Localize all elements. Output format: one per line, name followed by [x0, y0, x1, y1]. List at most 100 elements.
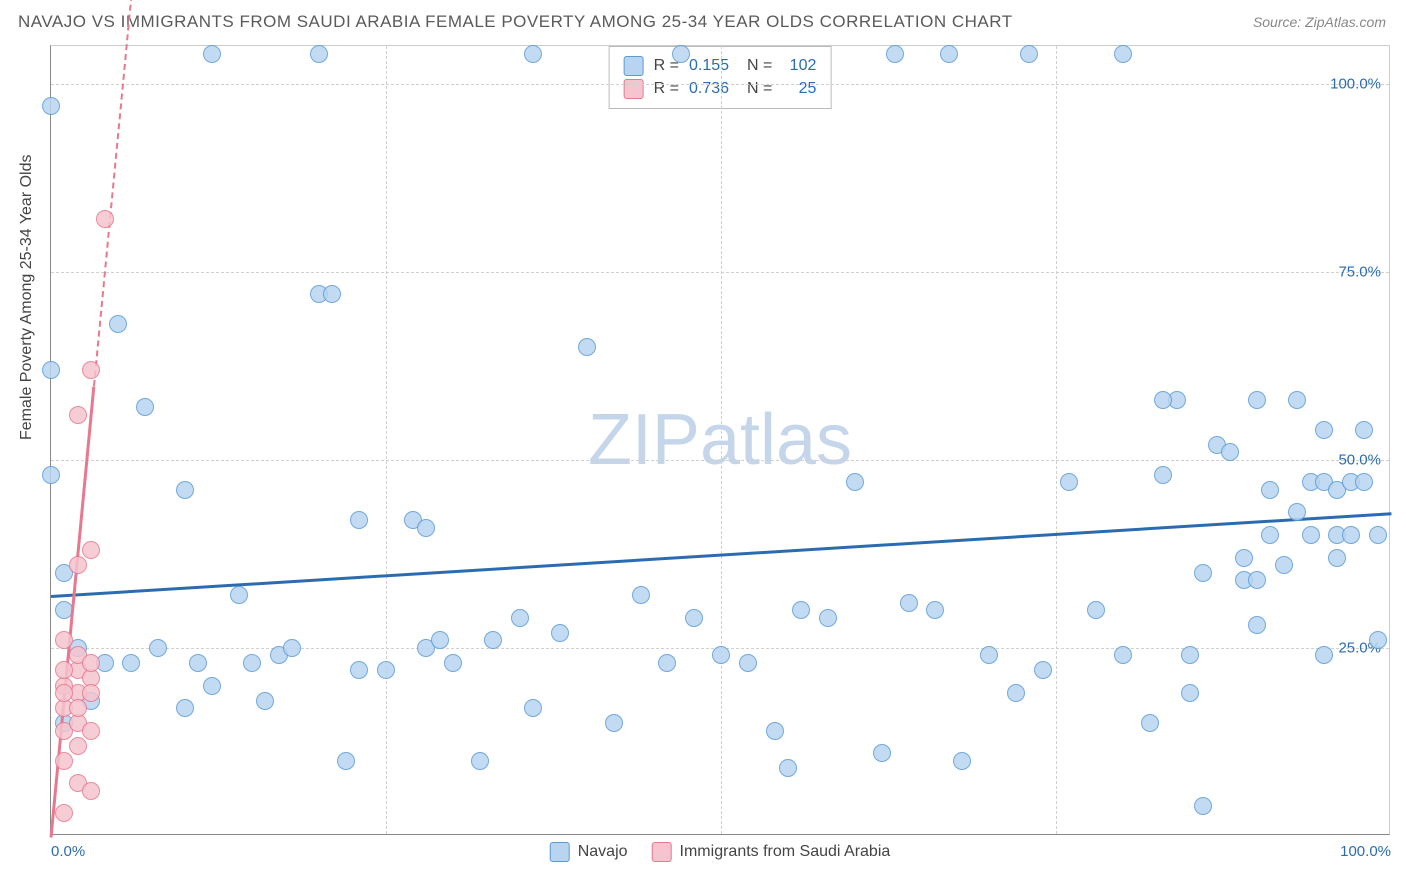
data-point	[1328, 549, 1346, 567]
gridline-horizontal	[51, 460, 1389, 461]
data-point	[1020, 45, 1038, 63]
data-point	[55, 661, 73, 679]
data-point	[940, 45, 958, 63]
data-point	[980, 646, 998, 664]
data-point	[766, 722, 784, 740]
series-swatch	[624, 56, 644, 76]
chart-title: NAVAJO VS IMMIGRANTS FROM SAUDI ARABIA F…	[18, 12, 1013, 32]
data-point	[1154, 466, 1172, 484]
data-point	[82, 722, 100, 740]
data-point	[1275, 556, 1293, 574]
data-point	[69, 699, 87, 717]
data-point	[779, 759, 797, 777]
data-point	[1302, 526, 1320, 544]
legend-label: Navajo	[578, 843, 628, 861]
data-point	[1355, 473, 1373, 491]
data-point	[846, 473, 864, 491]
data-point	[1288, 391, 1306, 409]
data-point	[1261, 481, 1279, 499]
data-point	[243, 654, 261, 672]
data-point	[511, 609, 529, 627]
data-point	[444, 654, 462, 672]
y-tick-label: 75.0%	[1338, 263, 1381, 280]
stats-row: R =0.155N =102	[624, 56, 817, 76]
data-point	[953, 752, 971, 770]
data-point	[1315, 421, 1333, 439]
legend-swatch	[550, 842, 570, 862]
data-point	[685, 609, 703, 627]
data-point	[42, 466, 60, 484]
data-point	[926, 601, 944, 619]
data-point	[658, 654, 676, 672]
data-point	[203, 45, 221, 63]
stat-r-value: 0.155	[689, 57, 729, 75]
data-point	[1194, 564, 1212, 582]
data-point	[176, 699, 194, 717]
legend: Navajo Immigrants from Saudi Arabia	[550, 842, 891, 862]
data-point	[792, 601, 810, 619]
data-point	[471, 752, 489, 770]
data-point	[323, 285, 341, 303]
data-point	[377, 661, 395, 679]
data-point	[69, 737, 87, 755]
series-swatch	[624, 79, 644, 99]
data-point	[1114, 45, 1132, 63]
data-point	[1087, 601, 1105, 619]
data-point	[739, 654, 757, 672]
data-point	[578, 338, 596, 356]
legend-label: Immigrants from Saudi Arabia	[680, 843, 891, 861]
data-point	[55, 684, 73, 702]
data-point	[69, 406, 87, 424]
data-point	[256, 692, 274, 710]
source-label: Source: ZipAtlas.com	[1253, 14, 1386, 30]
gridline-horizontal	[51, 272, 1389, 273]
data-point	[632, 586, 650, 604]
data-point	[524, 699, 542, 717]
data-point	[1114, 646, 1132, 664]
data-point	[1060, 473, 1078, 491]
y-tick-label: 100.0%	[1330, 75, 1381, 92]
data-point	[672, 45, 690, 63]
data-point	[122, 654, 140, 672]
stat-n-value: 102	[782, 57, 816, 75]
data-point	[1181, 646, 1199, 664]
data-point	[524, 45, 542, 63]
y-axis-label: Female Poverty Among 25-34 Year Olds	[18, 155, 36, 441]
data-point	[1235, 549, 1253, 567]
data-point	[82, 782, 100, 800]
data-point	[55, 631, 73, 649]
data-point	[1007, 684, 1025, 702]
data-point	[55, 804, 73, 822]
data-point	[712, 646, 730, 664]
data-point	[1261, 526, 1279, 544]
data-point	[605, 714, 623, 732]
legend-item: Immigrants from Saudi Arabia	[652, 842, 891, 862]
data-point	[1248, 616, 1266, 634]
data-point	[203, 677, 221, 695]
plot-area: ZIPatlas R =0.155N =102R =0.736N =25 Nav…	[50, 45, 1390, 835]
data-point	[1221, 443, 1239, 461]
data-point	[1181, 684, 1199, 702]
data-point	[96, 210, 114, 228]
data-point	[55, 752, 73, 770]
data-point	[1034, 661, 1052, 679]
data-point	[886, 45, 904, 63]
watermark: ZIPatlas	[588, 399, 852, 481]
data-point	[900, 594, 918, 612]
data-point	[82, 654, 100, 672]
data-point	[1141, 714, 1159, 732]
data-point	[350, 511, 368, 529]
data-point	[189, 654, 207, 672]
data-point	[136, 398, 154, 416]
data-point	[1369, 631, 1387, 649]
gridline-vertical	[721, 46, 722, 834]
gridline-vertical	[386, 46, 387, 834]
data-point	[1288, 503, 1306, 521]
stat-n-label: N =	[747, 57, 772, 75]
legend-item: Navajo	[550, 842, 628, 862]
data-point	[109, 315, 127, 333]
y-tick-label: 50.0%	[1338, 451, 1381, 468]
data-point	[1342, 526, 1360, 544]
data-point	[283, 639, 301, 657]
data-point	[82, 541, 100, 559]
